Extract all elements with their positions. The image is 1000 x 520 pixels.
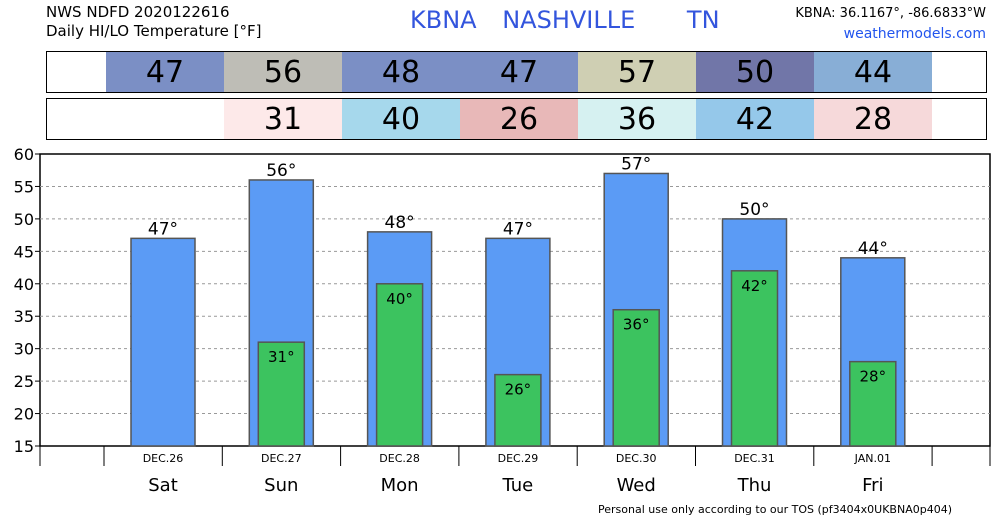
y-tick-label: 15 <box>14 437 34 456</box>
y-tick-label: 50 <box>14 210 34 229</box>
y-tick-label: 25 <box>14 372 34 391</box>
lo-cell: 42 <box>696 99 814 139</box>
day-label: Thu <box>737 475 772 496</box>
y-tick-label: 20 <box>14 405 34 424</box>
station-coords: KBNA: 36.1167°, -86.6833°W <box>795 6 986 21</box>
date-label: DEC.29 <box>498 452 539 465</box>
hi-cell: 47 <box>460 52 578 92</box>
station-state: TN <box>686 6 720 34</box>
date-label: DEC.30 <box>616 452 657 465</box>
y-tick-label: 60 <box>14 145 34 164</box>
hi-value-label: 57° <box>621 154 651 174</box>
date-label: DEC.28 <box>379 452 420 465</box>
date-label: DEC.31 <box>734 452 775 465</box>
chart-subtitle: Daily HI/LO Temperature [°F] <box>46 22 262 40</box>
product-title: NWS NDFD 2020122616 <box>46 3 230 21</box>
site-link[interactable]: weathermodels.com <box>843 26 986 42</box>
header-right: KBNA: 36.1167°, -86.6833°W weathermodels… <box>795 4 986 44</box>
lo-cell: 36 <box>578 99 696 139</box>
hi-bar <box>248 179 315 447</box>
hi-value-label: 44° <box>858 239 888 259</box>
lo-cell: 26 <box>460 99 578 139</box>
hi-value-label: 48° <box>385 213 415 233</box>
lo-bar <box>375 283 424 447</box>
lo-value-label: 36° <box>623 316 650 334</box>
station-id: KBNA <box>410 6 477 34</box>
station-header: KBNA NASHVILLE TN <box>410 6 720 34</box>
hi-cell: 57 <box>578 52 696 92</box>
day-label: Sun <box>264 475 298 496</box>
hi-cell: 47 <box>106 52 224 92</box>
day-label: Mon <box>381 475 419 496</box>
day-label: Wed <box>617 475 656 496</box>
date-label: JAN.01 <box>854 452 891 465</box>
hi-cell: 50 <box>696 52 814 92</box>
y-tick-label: 30 <box>14 340 34 359</box>
y-tick-label: 35 <box>14 307 34 326</box>
hi-cell: 56 <box>224 52 342 92</box>
header-left: NWS NDFD 2020122616 Daily HI/LO Temperat… <box>46 3 262 41</box>
lo-value-label: 28° <box>860 368 887 386</box>
plot-frame <box>39 153 991 447</box>
date-label: DEC.26 <box>143 452 184 465</box>
lo-temp-row: 31 40 26 36 42 28 <box>46 98 987 140</box>
hi-value-label: 56° <box>266 161 296 181</box>
date-label: DEC.27 <box>261 452 302 465</box>
lo-bar <box>612 308 660 447</box>
lo-bar <box>494 373 542 447</box>
hi-bar <box>366 231 433 447</box>
lo-value-label: 42° <box>741 277 768 295</box>
day-label: Tue <box>502 475 534 496</box>
lo-cell: 28 <box>814 99 932 139</box>
hi-cell: 44 <box>814 52 932 92</box>
footer-note: Personal use only according to our TOS (… <box>598 503 952 516</box>
lo-value-label: 40° <box>386 290 413 308</box>
lo-value-label: 26° <box>505 381 532 399</box>
lo-bar <box>257 341 306 447</box>
lo-cell: 40 <box>342 99 460 139</box>
hi-bar <box>485 237 551 447</box>
hi-bar <box>721 218 788 447</box>
y-tick-label: 40 <box>14 275 34 294</box>
day-label: Fri <box>862 475 883 496</box>
hi-bar <box>130 237 196 447</box>
hi-value-label: 47° <box>503 219 533 239</box>
hi-temp-row: 47 56 48 47 57 50 44 <box>46 51 987 93</box>
lo-cell: 31 <box>224 99 342 139</box>
lo-bar <box>849 360 897 447</box>
hi-cell: 48 <box>342 52 460 92</box>
lo-bar <box>730 270 779 447</box>
hi-bar <box>603 172 669 447</box>
hi-bar <box>840 257 906 447</box>
hi-value-label: 50° <box>739 200 769 220</box>
y-tick-label: 45 <box>14 242 34 261</box>
lo-value-label: 31° <box>268 348 295 366</box>
hi-value-label: 47° <box>148 219 178 239</box>
station-city: NASHVILLE <box>502 6 636 34</box>
day-label: Sat <box>148 475 178 496</box>
y-tick-label: 55 <box>14 177 34 196</box>
